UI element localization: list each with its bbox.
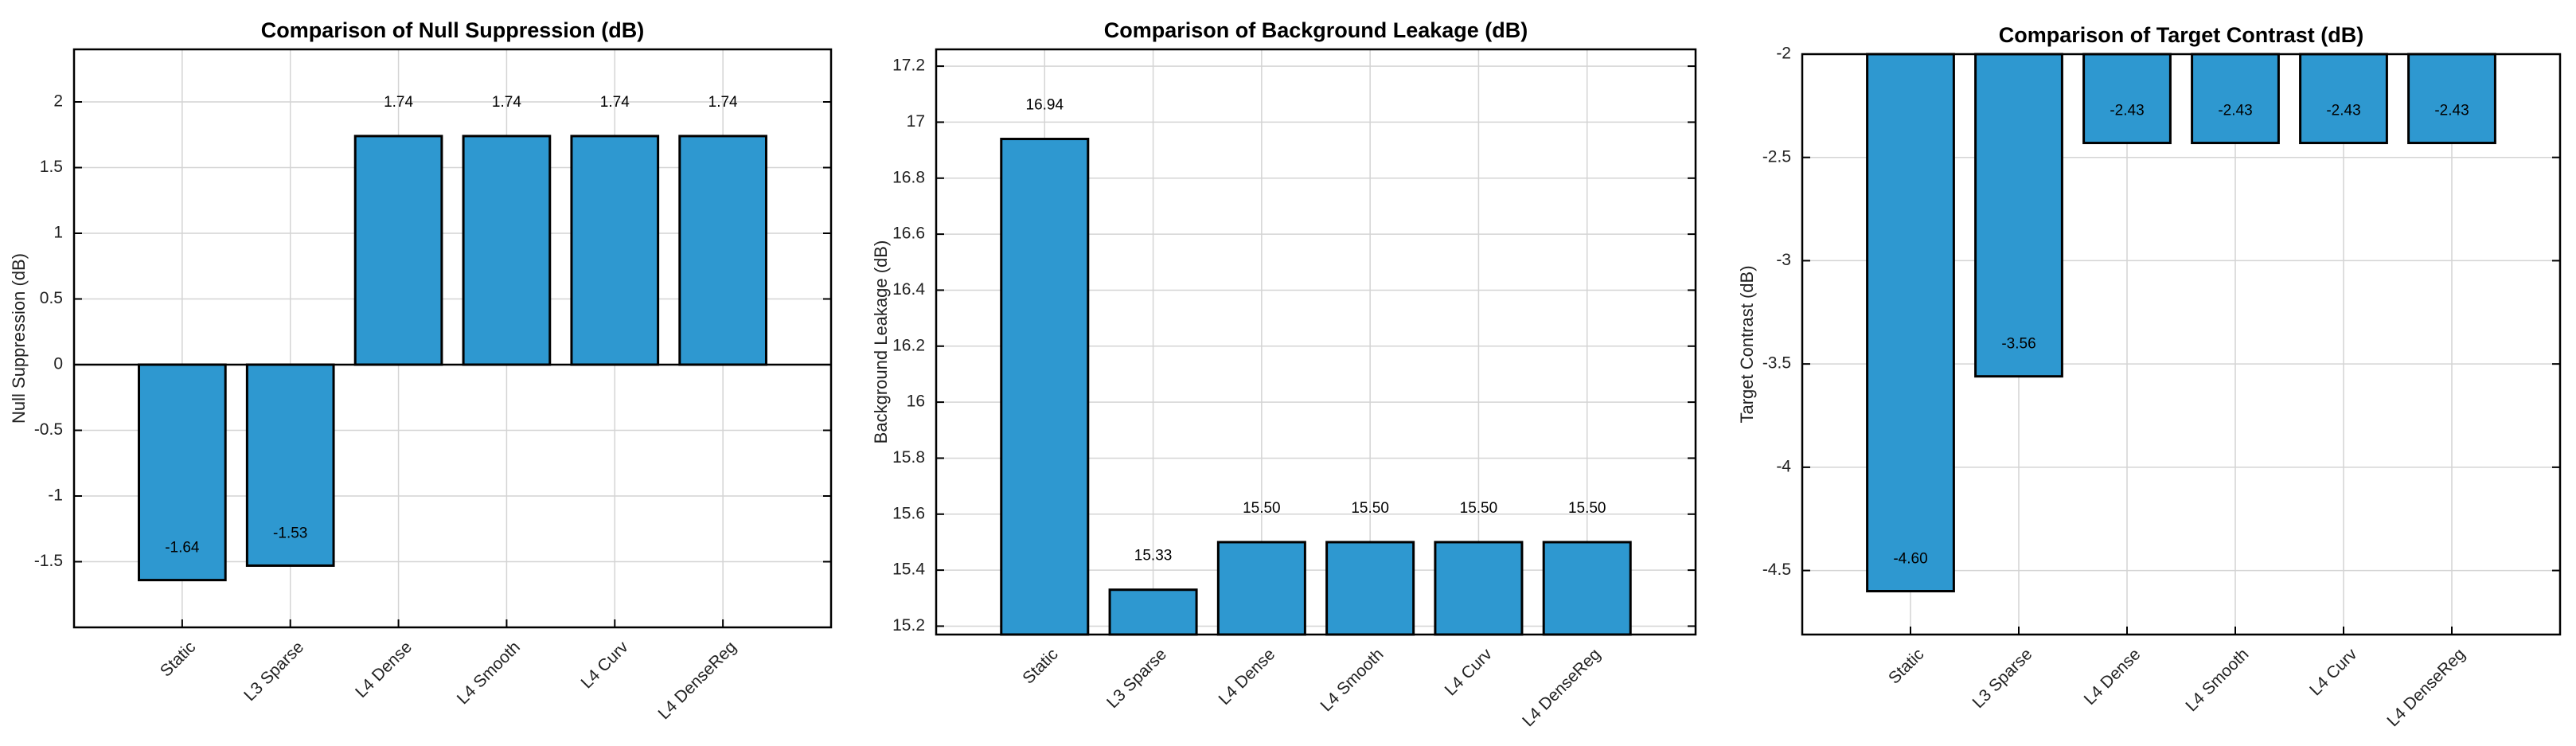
y-axis-label: Null Suppression (dB) xyxy=(9,253,29,424)
value-label: 15.50 xyxy=(1351,500,1389,517)
y-tick-label: 16.4 xyxy=(892,280,925,299)
y-tick-label: -0.5 xyxy=(34,420,63,439)
x-tick-label: L3 Sparse xyxy=(1103,645,1170,712)
value-label: 15.50 xyxy=(1460,500,1498,517)
bar xyxy=(2407,53,2496,145)
y-tick-label: 16.2 xyxy=(892,336,925,354)
y-tick-label: -4 xyxy=(1776,457,1791,475)
value-label: 15.50 xyxy=(1568,500,1606,517)
bar xyxy=(1325,541,1415,636)
y-tick-label: 1 xyxy=(53,224,63,242)
y-tick-label: -2.5 xyxy=(1762,147,1791,166)
bar xyxy=(2191,53,2280,145)
x-tick-label: L4 DenseReg xyxy=(1519,645,1604,730)
y-tick-label: -1 xyxy=(48,486,63,505)
bar xyxy=(1866,53,1955,593)
value-label: 1.74 xyxy=(384,94,413,111)
bar xyxy=(353,135,443,366)
x-tick-label: L4 Smooth xyxy=(1317,645,1388,715)
x-tick-label: L4 Dense xyxy=(1215,645,1278,709)
y-tick-label: 15.2 xyxy=(892,616,925,635)
value-label: -4.60 xyxy=(1893,551,1927,568)
value-label: -2.43 xyxy=(2434,103,2469,119)
x-tick-label: L3 Sparse xyxy=(1969,645,2036,712)
bar xyxy=(1974,53,2063,378)
x-tick-label: L4 DenseReg xyxy=(2383,645,2469,730)
x-tick-label: L4 Dense xyxy=(2081,645,2145,709)
y-axis-label: Target Contrast (dB) xyxy=(1737,265,1757,423)
y-tick-label: 2 xyxy=(53,92,63,111)
y-tick-label: 1.5 xyxy=(40,158,63,176)
y-tick-label: 0 xyxy=(53,355,63,373)
axes-box xyxy=(72,48,833,629)
x-tick-label: Static xyxy=(157,638,199,680)
y-tick-label: 15.8 xyxy=(892,448,925,467)
x-tick-label: L4 Dense xyxy=(352,638,416,701)
y-tick-label: -2 xyxy=(1776,45,1791,63)
y-axis-label: Background Leakage (dB) xyxy=(871,240,891,444)
value-label: 15.50 xyxy=(1243,500,1281,517)
y-tick-label: 15.4 xyxy=(892,560,925,579)
axes-box xyxy=(935,48,1697,636)
x-tick-label: L4 Curv xyxy=(577,638,632,693)
bar xyxy=(570,135,660,366)
y-tick-label: -3 xyxy=(1776,251,1791,269)
y-tick-label: 16.8 xyxy=(892,168,925,186)
x-tick-label: Static xyxy=(1019,645,1061,687)
bar xyxy=(1542,541,1632,636)
x-tick-label: Static xyxy=(1885,645,1927,687)
bar xyxy=(462,135,552,366)
value-label: -1.64 xyxy=(165,540,200,557)
bar xyxy=(1108,588,1198,636)
bar xyxy=(2082,53,2172,145)
x-tick-label: L4 Curv xyxy=(2306,645,2361,700)
value-label: -1.53 xyxy=(273,525,307,541)
value-label: 15.33 xyxy=(1134,548,1173,564)
bar xyxy=(245,363,335,567)
chart-title: Comparison of Null Suppression (dB) xyxy=(261,18,645,42)
value-label: 1.74 xyxy=(600,94,630,111)
x-tick-label: L4 Smooth xyxy=(454,638,524,708)
value-label: -2.43 xyxy=(2326,103,2360,119)
value-label: -2.43 xyxy=(2110,103,2144,119)
y-tick-label: 15.6 xyxy=(892,504,925,522)
y-tick-label: -3.5 xyxy=(1762,354,1791,373)
value-label: -3.56 xyxy=(2001,336,2035,353)
bar xyxy=(1216,541,1306,636)
bar xyxy=(1000,138,1090,636)
bar xyxy=(678,135,767,366)
x-tick-label: L4 Smooth xyxy=(2182,645,2252,715)
chart-title: Comparison of Background Leakage (dB) xyxy=(1104,18,1528,42)
y-tick-label: -4.5 xyxy=(1762,560,1791,579)
y-tick-label: 16.6 xyxy=(892,225,925,243)
bar xyxy=(2299,53,2388,145)
bar xyxy=(138,363,227,582)
y-tick-label: 17 xyxy=(907,112,925,131)
bar xyxy=(1434,541,1524,636)
value-label: 1.74 xyxy=(708,94,738,111)
y-tick-label: 17.2 xyxy=(892,57,925,75)
y-tick-label: 16 xyxy=(907,393,925,411)
y-tick-label: -1.5 xyxy=(34,552,63,570)
y-tick-label: 0.5 xyxy=(40,289,63,307)
x-tick-label: L3 Sparse xyxy=(240,638,307,705)
axes-box xyxy=(1801,53,2562,636)
chart-title: Comparison of Target Contrast (dB) xyxy=(1999,23,2364,47)
x-tick-label: L4 DenseReg xyxy=(655,638,740,723)
value-label: 16.94 xyxy=(1026,97,1064,114)
x-tick-label: L4 Curv xyxy=(1442,645,1497,700)
value-label: 1.74 xyxy=(492,94,521,111)
value-label: -2.43 xyxy=(2218,103,2252,119)
